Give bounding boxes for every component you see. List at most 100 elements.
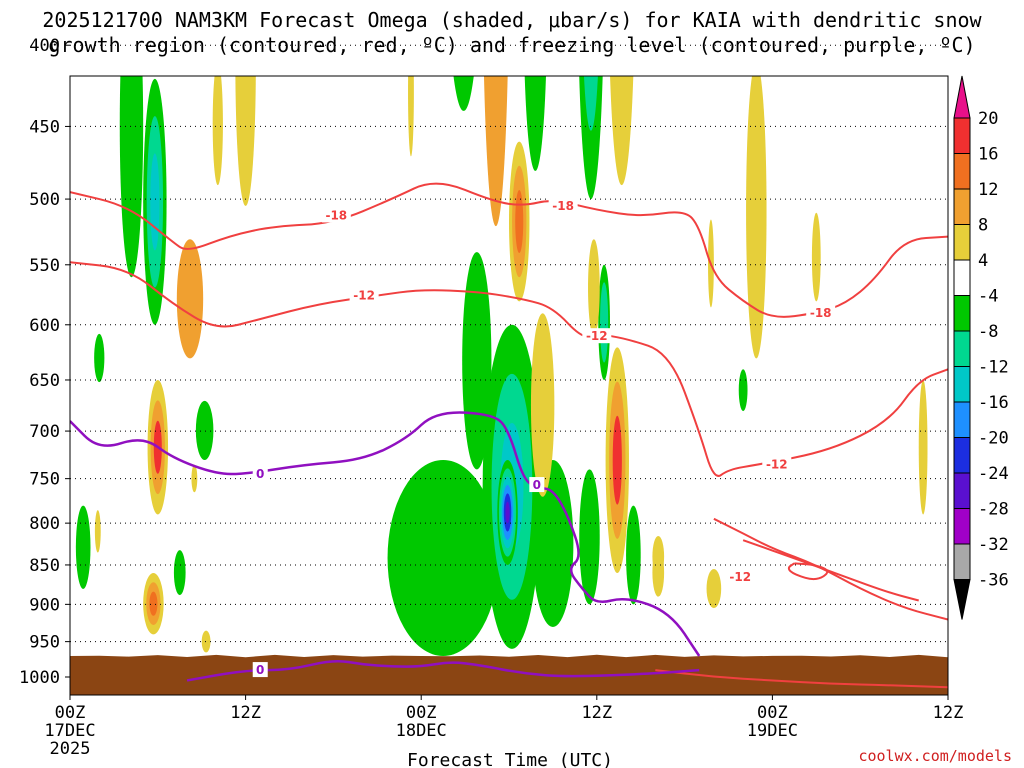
- plot-frame: [69, 75, 949, 696]
- x-tick-label: 17DEC: [44, 721, 95, 741]
- omega-cell: [408, 76, 414, 157]
- colorbar-label: -32: [978, 535, 1009, 555]
- x-tick-label: 19DEC: [747, 721, 798, 741]
- chart-title-line-2: growth region (contoured, red, ºC) and f…: [48, 33, 975, 57]
- omega-cell: [195, 400, 214, 461]
- x-tick-label: 00Z: [757, 703, 788, 723]
- omega-cell: [746, 76, 767, 359]
- omega-cell: [612, 415, 622, 505]
- colorbar-label: -36: [978, 571, 1009, 591]
- x-tick-label: 12Z: [230, 703, 261, 723]
- omega-cell: [483, 76, 508, 227]
- contour-label: -18: [552, 199, 574, 213]
- colorbar-label: -4: [978, 287, 998, 307]
- freezing-level-contour: [70, 411, 701, 657]
- x-tick-label: 00Z: [55, 703, 86, 723]
- contour-label: 0: [533, 478, 541, 492]
- colorbar-label: -12: [978, 358, 1009, 378]
- omega-cell: [75, 505, 91, 589]
- terrain-ground: [70, 654, 948, 695]
- colorbar-label: -28: [978, 500, 1009, 520]
- x-tick-label: 12Z: [581, 703, 612, 723]
- omega-cell: [515, 190, 524, 253]
- colorbar-swatch: [953, 472, 971, 509]
- omega-cell: [191, 464, 198, 493]
- colorbar-label: 16: [978, 145, 998, 165]
- snow-growth-contour: [713, 517, 948, 621]
- colorbar-label: -16: [978, 393, 1009, 413]
- contour-label: -18: [810, 306, 832, 320]
- contour-label: -12: [729, 570, 751, 584]
- colorbar-swatch: [953, 188, 971, 225]
- contour-label-bg: [806, 305, 836, 321]
- x-axis-label: Forecast Time (UTC): [407, 750, 613, 768]
- omega-cell: [579, 469, 600, 605]
- contour-label-bg: [349, 287, 379, 303]
- omega-cell: [811, 212, 821, 302]
- colorbar-swatch: [953, 153, 971, 190]
- omega-cell: [387, 460, 499, 656]
- colorbar-label: 4: [978, 251, 988, 271]
- omega-cell: [201, 630, 211, 653]
- omega-cell: [524, 76, 546, 171]
- contour-label-bg: [548, 197, 578, 213]
- colorbar-top-arrow: [953, 75, 971, 119]
- x-tick-label: 18DEC: [396, 721, 447, 741]
- y-tick-label: 700: [29, 422, 60, 442]
- omega-cell: [94, 510, 101, 553]
- omega-cell: [453, 76, 474, 111]
- colorbar-swatch: [953, 366, 971, 403]
- omega-cell: [532, 460, 574, 627]
- y-tick-label: 550: [29, 256, 60, 276]
- contour-label-bg: [529, 477, 545, 493]
- y-axis-ticks: 2503003504004505005506006507007508008509…: [19, 36, 70, 688]
- contour-label: -12: [353, 288, 375, 302]
- colorbar-swatch: [953, 543, 971, 580]
- omega-cell: [212, 76, 223, 186]
- omega-cell: [579, 76, 603, 200]
- source-credit: coolwx.com/models: [858, 747, 1012, 765]
- colorbar-label: 8: [978, 216, 988, 236]
- omega-cell: [150, 153, 160, 251]
- omega-cell: [610, 76, 634, 186]
- omega-cell: [462, 252, 492, 470]
- y-tick-label: 900: [29, 595, 60, 615]
- y-tick-label: 750: [29, 470, 60, 490]
- y-tick-label: 800: [29, 514, 60, 534]
- x-tick-label: 2025: [50, 739, 91, 759]
- colorbar-label: -24: [978, 464, 1009, 484]
- snow-growth-contour: [70, 261, 948, 477]
- contour-label: -12: [586, 329, 608, 343]
- colorbar-label: 12: [978, 180, 998, 200]
- x-tick-label: 12Z: [933, 703, 964, 723]
- omega-shading: [75, 76, 928, 656]
- contour-label-bg: [582, 328, 612, 344]
- y-tick-label: 650: [29, 371, 60, 391]
- omega-cell: [176, 239, 204, 359]
- omega-cell: [588, 239, 600, 337]
- colorbar-bottom-arrow: [953, 579, 971, 620]
- contour-labels: -18 -18 -18 -12 -12 -12 -12 0 0 0: [252, 197, 836, 678]
- contour-label-bg: [725, 569, 755, 585]
- y-tick-label: 950: [29, 633, 60, 653]
- y-tick-label: 1000: [19, 668, 60, 688]
- colorbar-label: -20: [978, 429, 1009, 449]
- omega-cell: [173, 550, 186, 596]
- colorbar-swatch: [953, 295, 971, 332]
- omega-cell: [505, 501, 510, 524]
- contour-label: 0: [256, 467, 264, 481]
- contour-label-bg: [762, 456, 792, 472]
- snow-growth-contour: [742, 539, 919, 602]
- colorbar-label: -8: [978, 322, 998, 342]
- snow-growth-contour: [787, 562, 829, 581]
- y-tick-label: 450: [29, 117, 60, 137]
- omega-cell: [652, 548, 665, 597]
- colorbar-swatch: [953, 401, 971, 438]
- contour-label-bg: [252, 466, 268, 482]
- terrain-fill: [70, 654, 948, 695]
- omega-cell: [149, 591, 158, 616]
- colorbar-swatch: [953, 330, 971, 367]
- colorbar-swatch: [953, 224, 971, 261]
